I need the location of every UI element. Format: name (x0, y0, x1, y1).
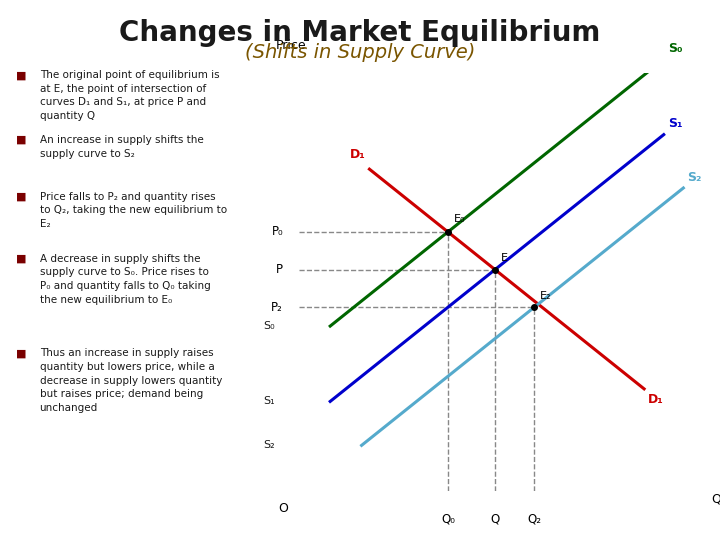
Text: ■: ■ (16, 254, 27, 264)
Text: Quantity: Quantity (711, 493, 720, 507)
Text: Thus an increase in supply raises
quantity but lowers price, while a
decrease in: Thus an increase in supply raises quanti… (40, 348, 222, 413)
Text: S₂: S₂ (688, 171, 702, 184)
Text: D₁: D₁ (648, 393, 664, 406)
Text: The original point of equilibrium is
at E, the point of intersection of
curves D: The original point of equilibrium is at … (40, 70, 219, 121)
Text: (Shifts in Supply Curve): (Shifts in Supply Curve) (245, 43, 475, 62)
Text: S₀: S₀ (667, 42, 682, 55)
Text: ■: ■ (16, 192, 27, 202)
Text: Q₀: Q₀ (441, 512, 455, 525)
Text: S₀: S₀ (264, 321, 275, 331)
Text: ■: ■ (16, 348, 27, 359)
Text: P: P (276, 263, 283, 276)
Text: E: E (501, 253, 508, 264)
Text: Q₂: Q₂ (527, 512, 541, 525)
Text: ■: ■ (16, 135, 27, 145)
Text: S₂: S₂ (264, 440, 275, 450)
Text: E₂: E₂ (540, 291, 552, 301)
Text: Changes in Market Equilibrium: Changes in Market Equilibrium (120, 19, 600, 47)
Text: ■: ■ (16, 70, 27, 80)
Text: D₁: D₁ (350, 148, 366, 161)
Text: P₀: P₀ (271, 225, 283, 239)
Text: S₁: S₁ (667, 117, 682, 131)
Text: Q: Q (490, 512, 500, 525)
Text: Price: Price (276, 39, 306, 52)
Text: S₁: S₁ (264, 396, 275, 407)
Text: O: O (278, 502, 288, 515)
Text: E₀: E₀ (454, 214, 465, 225)
Text: A decrease in supply shifts the
supply curve to S₀. Price rises to
P₀ and quanti: A decrease in supply shifts the supply c… (40, 254, 210, 305)
Text: An increase in supply shifts the
supply curve to S₂: An increase in supply shifts the supply … (40, 135, 203, 159)
Text: P₂: P₂ (271, 301, 283, 314)
Text: Price falls to P₂ and quantity rises
to Q₂, taking the new equilibrium to
E₂: Price falls to P₂ and quantity rises to … (40, 192, 227, 229)
